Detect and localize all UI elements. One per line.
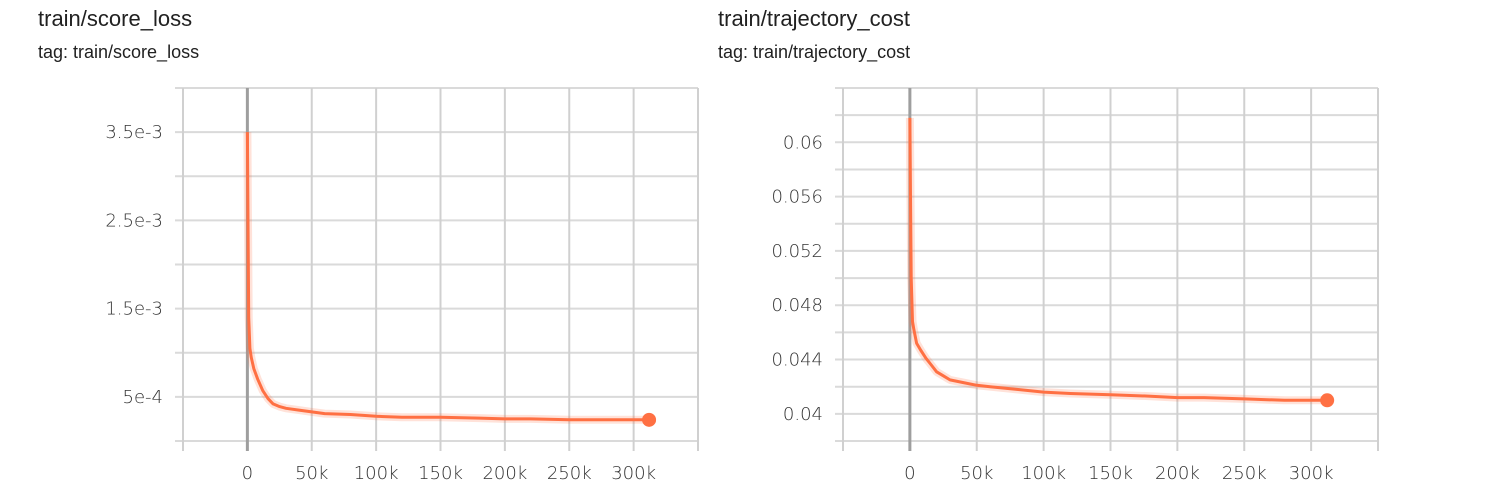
x-tick-label: 0 — [904, 463, 915, 484]
x-tick-label: 150k — [418, 463, 463, 484]
y-tick-label: 0.052 — [771, 241, 823, 262]
chart-tag-score-loss: tag: train/score_loss — [38, 42, 200, 62]
x-tick-label: 250k — [547, 463, 592, 484]
x-tick-label: 50k — [295, 463, 328, 484]
y-tick-label: 1.5e-3 — [105, 299, 163, 320]
x-tick-label: 150k — [1088, 463, 1133, 484]
x-tick-label: 300k — [611, 463, 656, 484]
y-tick-label: 2.5e-3 — [105, 210, 163, 231]
y-tick-label: 5e-4 — [123, 387, 163, 408]
x-tick-label: 250k — [1222, 463, 1267, 484]
y-tick-label: 0.048 — [771, 295, 823, 316]
y-tick-label: 0.044 — [771, 350, 823, 371]
x-tick-label: 100k — [354, 463, 399, 484]
y-tick-label: 3.5e-3 — [105, 122, 163, 143]
y-tick-label: 0.04 — [783, 404, 823, 425]
x-tick-label: 300k — [1289, 463, 1334, 484]
series-end-marker — [1320, 393, 1335, 408]
x-tick-label: 50k — [960, 463, 993, 484]
series-line — [908, 117, 1328, 402]
x-tick-label: 0 — [242, 463, 253, 484]
x-tick-label: 200k — [482, 463, 527, 484]
chart-title-score-loss: train/score_loss — [38, 6, 193, 31]
series-end-marker — [642, 412, 657, 427]
y-tick-label: 0.06 — [783, 132, 823, 153]
x-tick-label: 100k — [1021, 463, 1066, 484]
y-tick-label: 0.056 — [771, 187, 823, 208]
chart-title-trajectory-cost: train/trajectory_cost — [718, 6, 910, 31]
x-tick-label: 200k — [1155, 463, 1200, 484]
series-raw-band — [905, 117, 1328, 405]
chart-tag-trajectory-cost: tag: train/trajectory_cost — [718, 42, 911, 62]
series-line — [245, 132, 650, 422]
